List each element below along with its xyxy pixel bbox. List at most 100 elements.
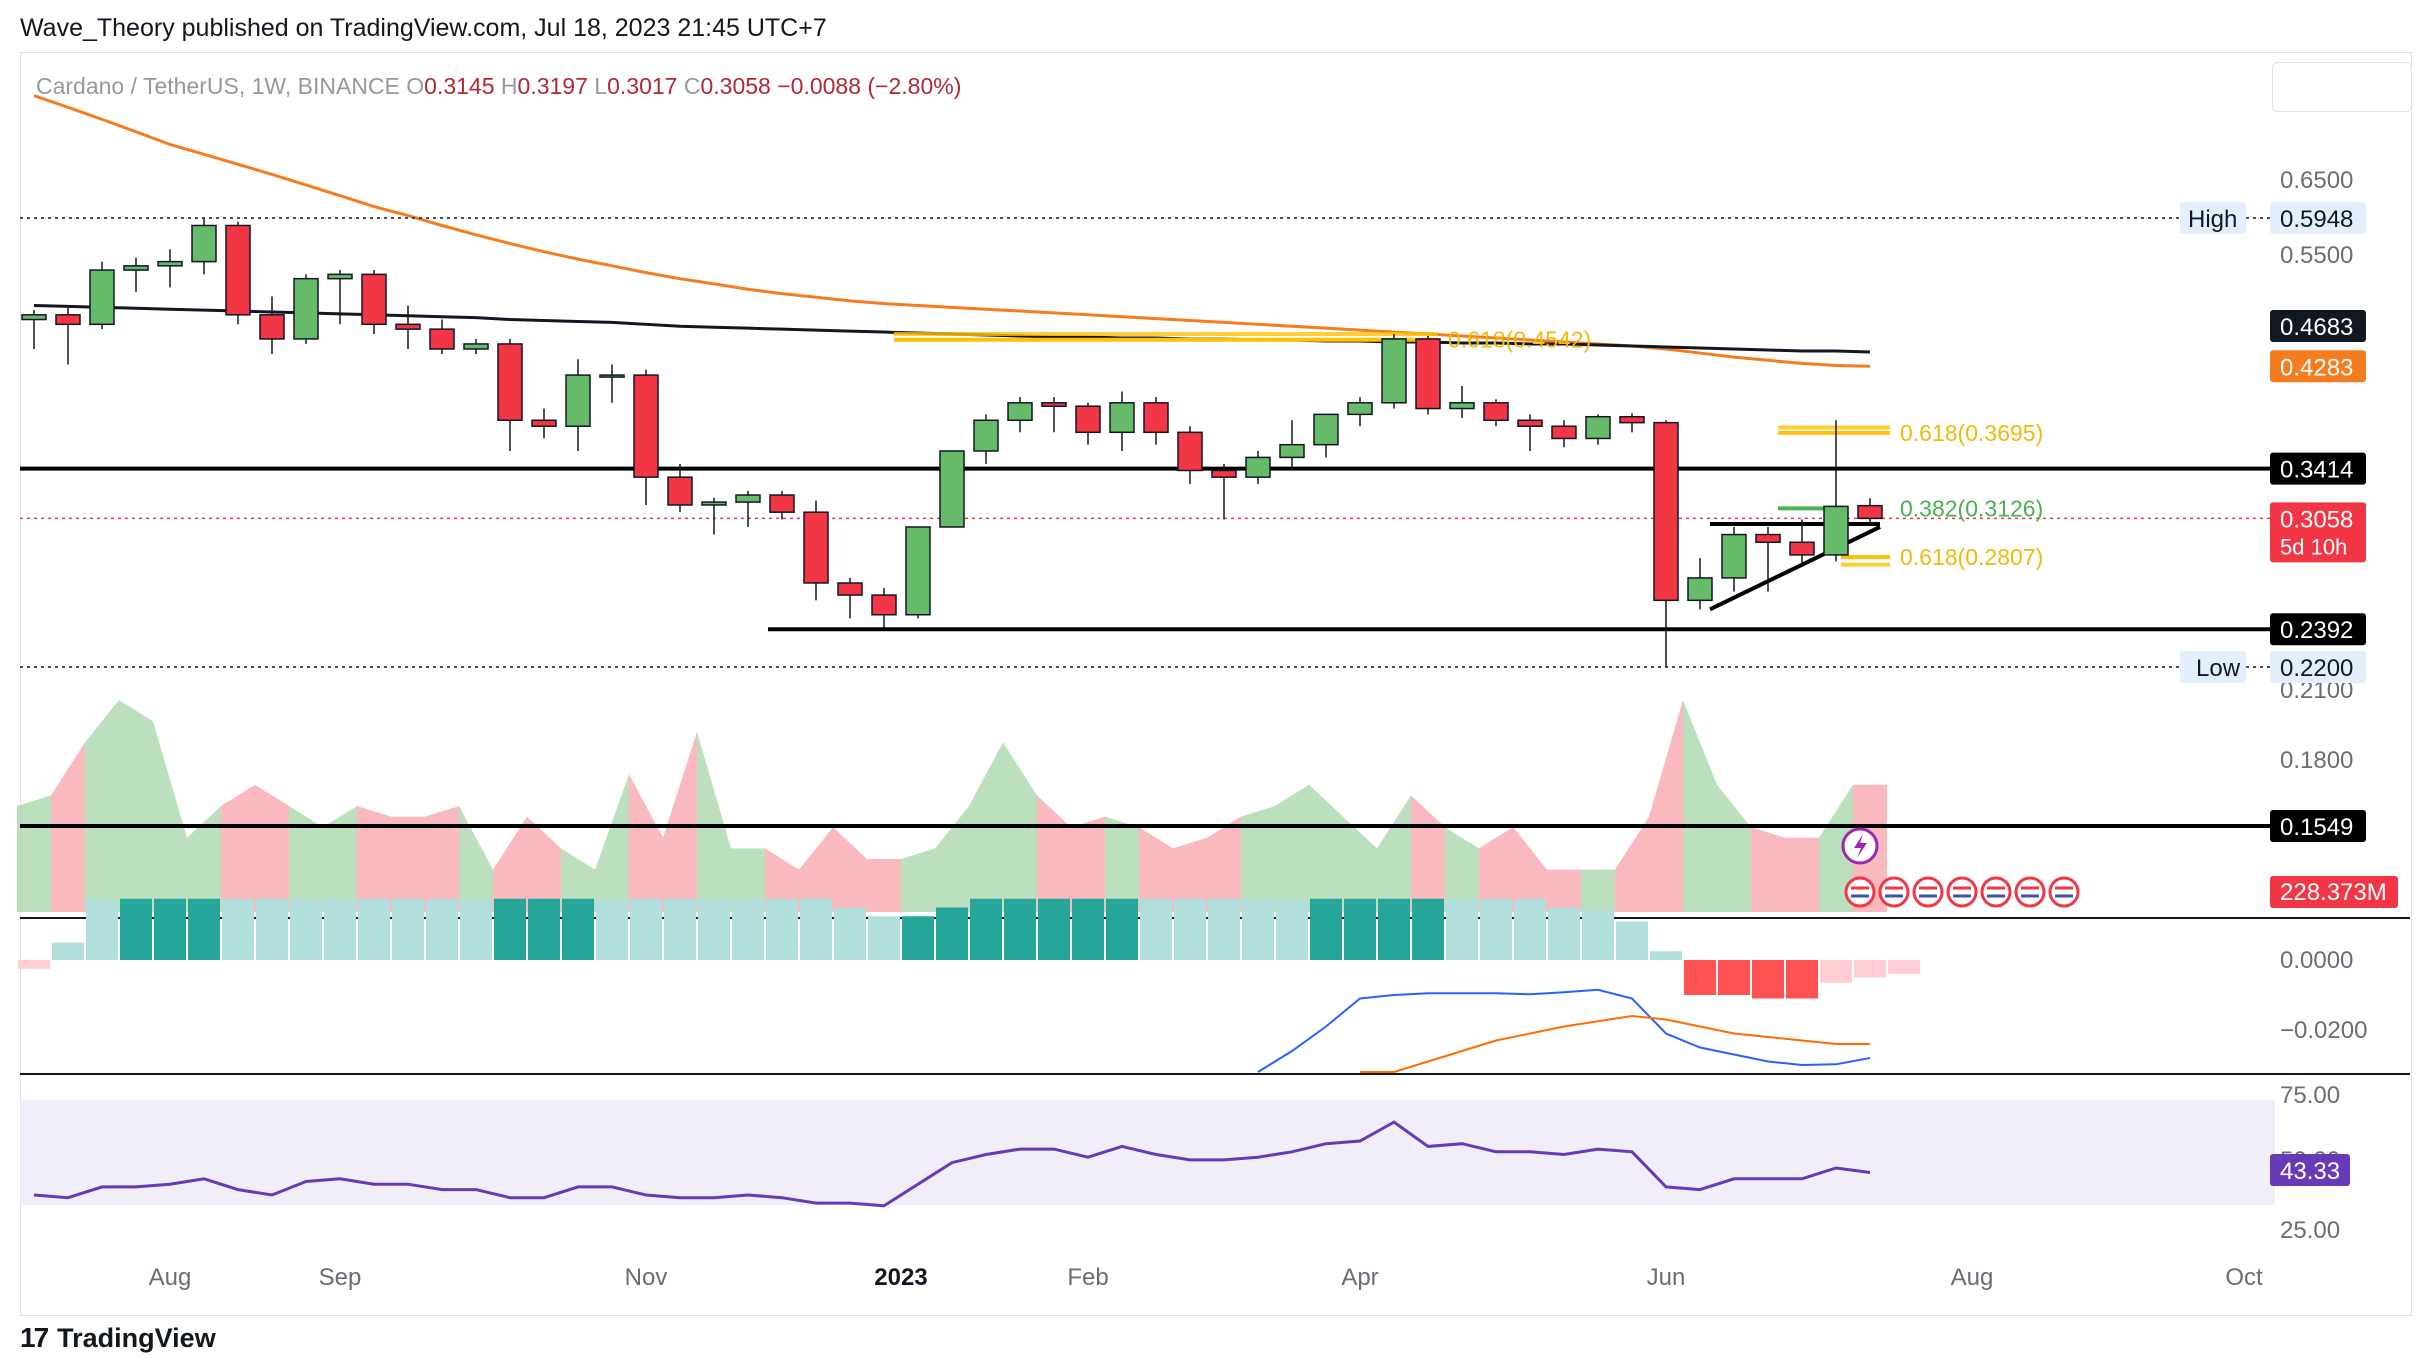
flag-icon xyxy=(1980,876,2012,908)
candle-body xyxy=(1823,505,1849,556)
volume-area-segment xyxy=(731,848,765,912)
macd-histogram-bar xyxy=(1242,898,1274,960)
candle-body xyxy=(1211,469,1237,478)
volume-area-segment xyxy=(1513,827,1547,912)
candle-body xyxy=(429,328,455,350)
ema-50-line xyxy=(33,94,1871,368)
rsi-line xyxy=(33,1120,1871,1208)
macd-axis-tick: 0.0000 xyxy=(2280,947,2353,974)
price-axis-tick: 0.6500 xyxy=(2280,167,2353,194)
flag-icon xyxy=(2014,876,2046,908)
axis-badge-0.2392-bg xyxy=(2270,613,2366,646)
macd-histogram-bar xyxy=(766,898,798,960)
publisher-line: Wave_Theory published on TradingView.com… xyxy=(20,14,827,42)
last-price-badge-bg xyxy=(2270,502,2366,563)
macd-histogram-bar xyxy=(256,898,288,960)
macd-histogram-bar xyxy=(52,942,84,960)
candle-body xyxy=(735,494,761,503)
volume-area-segment xyxy=(799,827,833,912)
candle-body xyxy=(259,314,285,340)
volume-area-segment xyxy=(1309,784,1343,912)
volume-area-segment xyxy=(527,816,561,912)
candle-body xyxy=(1857,504,1883,520)
volume-area-segment xyxy=(1649,700,1683,912)
time-axis-label-Oct: Oct xyxy=(2225,1264,2263,1291)
axis-badge-0.4283-bg xyxy=(2270,350,2366,383)
macd-histogram-bar xyxy=(1038,898,1070,960)
volume-area-segment xyxy=(1377,795,1411,912)
volume-area-segment xyxy=(425,806,459,912)
macd-histogram-bar xyxy=(800,898,832,960)
candle-body xyxy=(1687,577,1713,602)
volume-area-segment xyxy=(697,731,731,912)
macd-histogram-bar xyxy=(698,898,730,960)
last-price-value: 0.3058 xyxy=(2280,506,2353,533)
volume-area-segment xyxy=(901,848,935,912)
high-value-badge: 0.5948 xyxy=(2280,206,2353,233)
macd-histogram-bar xyxy=(1344,898,1376,960)
candle-body xyxy=(531,419,557,427)
candle-body xyxy=(1551,425,1577,440)
macd-histogram-bar xyxy=(154,898,186,960)
volume-area-segment xyxy=(323,806,357,912)
macd-histogram-bar xyxy=(1854,960,1886,978)
candle-body xyxy=(1279,443,1305,459)
legend-line: Cardano / TetherUS, 1W, BINANCE O0.3145 … xyxy=(36,73,961,99)
volume-area-segment xyxy=(1275,784,1309,912)
macd-histogram-bar xyxy=(562,898,594,960)
volume-area-segment xyxy=(765,848,799,912)
macd-histogram-bar xyxy=(1072,898,1104,960)
high-value-badge-bg xyxy=(2270,202,2366,234)
volume-area-segment xyxy=(1173,837,1207,912)
time-axis-label-Apr: Apr xyxy=(1341,1264,1378,1291)
macd-axis-tick: −0.0200 xyxy=(2280,1017,2367,1044)
candle-body xyxy=(905,526,931,616)
macd-histogram-bar xyxy=(1106,898,1138,960)
volume-area-segment xyxy=(255,784,289,912)
candle-body xyxy=(1619,415,1645,424)
macd-histogram-bar xyxy=(528,898,560,960)
macd-histogram-bar xyxy=(1276,898,1308,960)
macd-histogram-bar xyxy=(1004,898,1036,960)
macd-histogram-bar xyxy=(630,898,662,960)
volume-area-segment xyxy=(17,795,51,912)
volume-area-segment xyxy=(153,721,187,912)
volume-area-segment xyxy=(221,784,255,912)
volume-area-segment xyxy=(1683,700,1717,912)
volume-area-segment xyxy=(561,848,595,912)
high-tag-bg xyxy=(2180,202,2246,234)
candle-body xyxy=(837,582,863,596)
macd-histogram-bar xyxy=(1208,898,1240,960)
volume-area-segment xyxy=(1819,784,1853,912)
time-axis-label-2023: 2023 xyxy=(874,1264,927,1291)
macd-histogram-bar xyxy=(1446,898,1478,960)
candle-body xyxy=(89,269,115,326)
macd-line xyxy=(1257,988,1871,1073)
corner-widget[interactable] xyxy=(2272,62,2412,112)
candle-body xyxy=(123,265,149,271)
axis-badge-0.2392: 0.2392 xyxy=(2280,617,2353,644)
axis-badge-0.3414: 0.3414 xyxy=(2280,457,2353,484)
macd-histogram-bar xyxy=(1786,960,1818,999)
time-axis-label-Aug: Aug xyxy=(1951,1264,1994,1291)
macd-histogram-bar xyxy=(290,898,322,960)
macd-signal-line xyxy=(1360,1014,1870,1073)
macd-histogram-bar xyxy=(1718,960,1750,995)
candle-body xyxy=(565,374,591,427)
rsi-value-badge: 43.33 xyxy=(2280,1158,2340,1185)
footer-brand[interactable]: 17 TradingView xyxy=(20,1322,216,1354)
axis-badge-0.4683-bg xyxy=(2270,309,2366,342)
axis-badge-0.4683: 0.4683 xyxy=(2280,314,2353,341)
macd-histogram-bar xyxy=(426,898,458,960)
candle-body xyxy=(361,273,387,326)
flag-icon xyxy=(1844,876,1876,908)
candle-body xyxy=(225,224,251,316)
candle-body xyxy=(1245,456,1271,478)
candle-body xyxy=(21,314,47,321)
volume-area-segment xyxy=(1547,869,1581,912)
candle-body xyxy=(497,343,523,422)
macd-histogram-bar xyxy=(120,898,152,960)
candle-body xyxy=(463,343,489,350)
high-tag: High xyxy=(2188,206,2237,233)
